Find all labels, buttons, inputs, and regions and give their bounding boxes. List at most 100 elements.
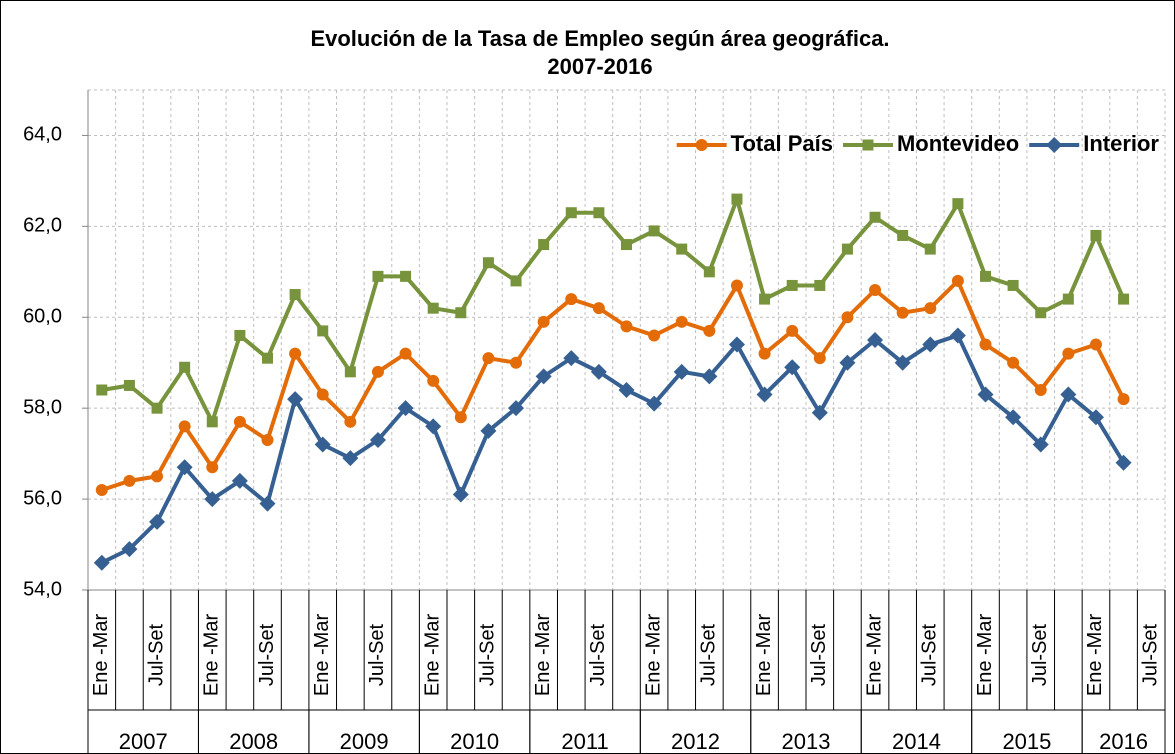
marker — [759, 293, 771, 305]
marker — [397, 400, 414, 417]
marker — [95, 484, 108, 496]
marker — [259, 495, 276, 512]
marker — [620, 320, 633, 333]
marker — [316, 388, 329, 401]
marker — [1032, 436, 1049, 453]
marker — [786, 279, 798, 291]
marker — [93, 554, 110, 571]
x-tick-label: Ene -Mar — [201, 614, 223, 697]
x-tick-label: Ene -Mar — [974, 614, 996, 697]
marker — [178, 420, 191, 433]
marker — [289, 289, 301, 301]
series-line — [101, 197, 1126, 424]
marker — [1007, 279, 1019, 291]
marker — [123, 379, 135, 391]
marker — [372, 270, 384, 282]
group-label: 2014 — [892, 729, 941, 754]
marker — [814, 279, 826, 291]
y-tick-label: 56,0 — [23, 487, 62, 509]
marker — [648, 225, 660, 237]
x-tick-label: Jul-Set — [808, 623, 830, 686]
marker — [1062, 293, 1074, 305]
marker — [951, 274, 964, 287]
marker — [204, 491, 221, 508]
marker — [371, 365, 384, 378]
marker — [1035, 307, 1047, 319]
group-label: 2008 — [229, 729, 278, 754]
marker — [675, 315, 688, 328]
group-label: 2016 — [1099, 729, 1148, 754]
group-label: 2015 — [1002, 729, 1051, 754]
group-label: 2012 — [671, 729, 720, 754]
marker — [452, 486, 469, 503]
marker — [646, 395, 663, 412]
marker — [508, 400, 525, 417]
marker — [179, 361, 191, 373]
marker — [862, 139, 874, 151]
x-tick-label: Jul-Set — [1029, 623, 1051, 686]
marker — [261, 434, 274, 446]
marker — [314, 436, 331, 453]
chart-subtitle: 2007-2016 — [547, 54, 652, 79]
marker — [590, 363, 607, 380]
marker — [896, 306, 909, 319]
marker — [121, 541, 138, 558]
group-label: 2011 — [561, 729, 608, 754]
x-tick-label: Ene -Mar — [1084, 614, 1106, 697]
series-line — [101, 278, 1126, 492]
marker — [344, 415, 357, 428]
marker — [206, 416, 218, 428]
x-tick-label: Jul-Set — [698, 623, 720, 686]
marker — [425, 418, 442, 435]
marker — [1089, 338, 1102, 351]
marker — [621, 239, 632, 251]
marker — [1090, 229, 1102, 241]
marker — [176, 459, 193, 476]
marker — [841, 243, 853, 255]
marker — [841, 311, 854, 324]
marker — [1087, 409, 1104, 426]
x-tick-label: Jul-Set — [1139, 623, 1161, 686]
marker — [123, 474, 136, 487]
marker — [400, 270, 412, 282]
marker — [784, 359, 801, 376]
marker — [1118, 293, 1130, 305]
marker — [510, 275, 522, 287]
marker — [839, 354, 856, 371]
x-tick-label: Ene -Mar — [311, 614, 333, 697]
marker — [1034, 384, 1047, 396]
marker — [289, 347, 302, 360]
marker — [756, 386, 773, 403]
marker — [1007, 356, 1020, 369]
marker — [206, 461, 219, 474]
marker — [728, 336, 745, 353]
marker — [924, 243, 936, 255]
marker — [869, 211, 881, 223]
group-label: 2007 — [119, 729, 168, 754]
y-tick-label: 54,0 — [23, 578, 62, 600]
marker — [592, 302, 605, 315]
marker — [233, 415, 246, 428]
marker — [535, 368, 552, 385]
marker — [867, 332, 884, 348]
marker — [730, 279, 743, 292]
marker — [149, 513, 166, 530]
marker — [758, 347, 771, 360]
marker — [234, 329, 246, 341]
marker — [786, 324, 799, 337]
marker — [695, 139, 708, 151]
y-tick-label: 62,0 — [23, 215, 62, 237]
marker — [977, 386, 994, 403]
legend-label: Interior — [1083, 131, 1159, 156]
marker — [344, 366, 356, 378]
marker — [455, 307, 467, 319]
marker — [894, 354, 911, 371]
x-tick-label: Ene -Mar — [532, 614, 554, 697]
marker — [952, 198, 964, 210]
x-tick-label: Ene -Mar — [421, 614, 443, 697]
group-label: 2009 — [340, 729, 389, 754]
marker — [262, 352, 273, 364]
marker — [979, 338, 992, 351]
marker — [317, 325, 329, 337]
marker — [565, 207, 577, 219]
